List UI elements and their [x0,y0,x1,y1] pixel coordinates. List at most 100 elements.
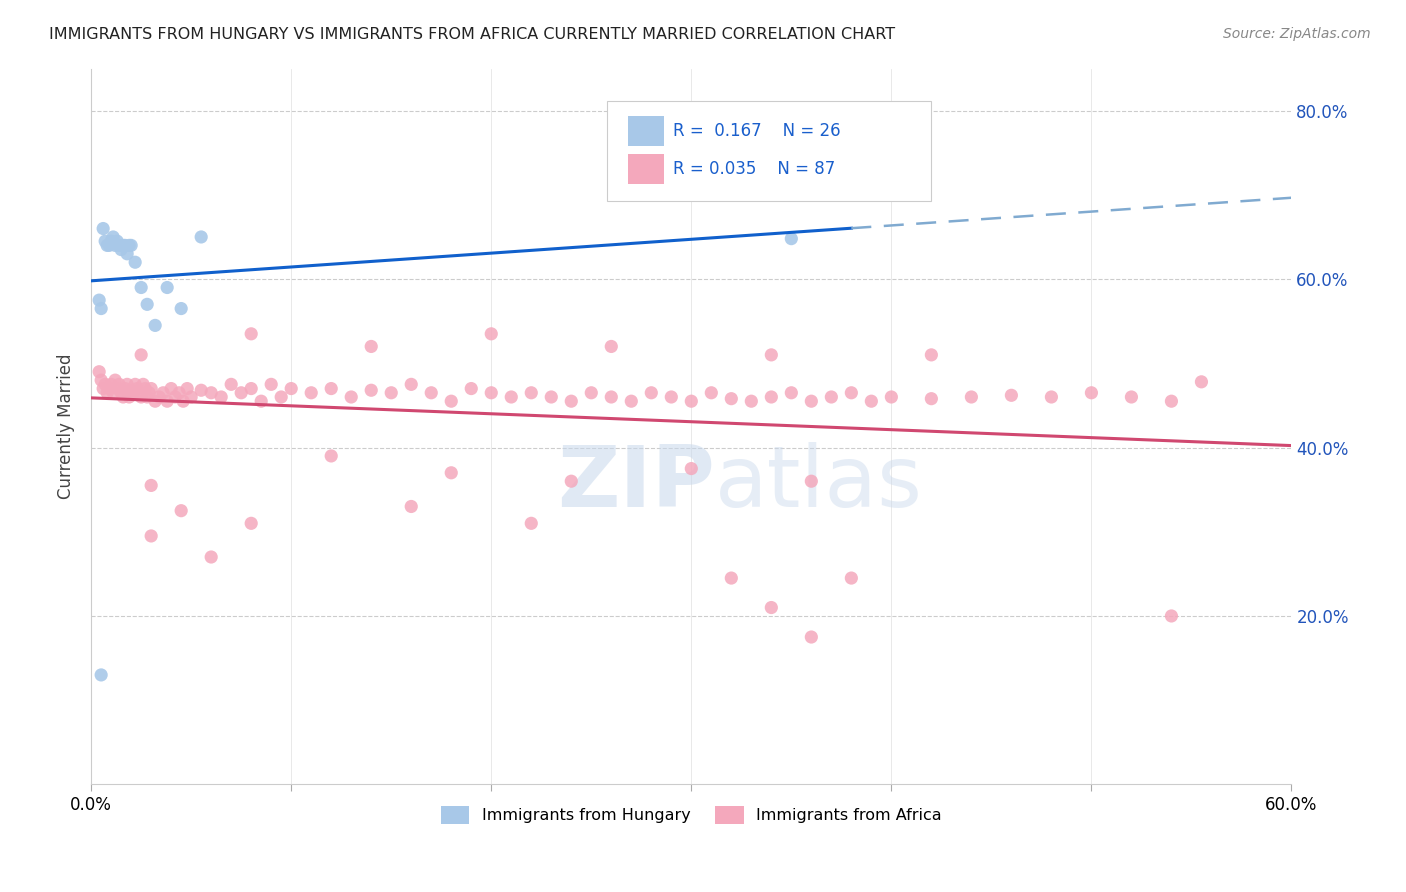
Point [299,385,322,400]
Point [127,382,149,396]
Point [89,293,111,307]
Point [114,238,136,252]
Point [380,385,402,400]
Point [640,385,662,400]
Point [780,232,803,246]
Point [124,377,146,392]
Point [800,630,823,644]
Point [620,394,643,409]
Point [200,385,222,400]
Point [118,390,141,404]
Point [260,377,283,392]
Point [122,385,145,400]
Point [190,384,212,398]
Point [1121,390,1143,404]
Point [112,390,135,404]
Point [479,385,502,400]
Point [841,385,863,400]
Point [600,390,623,404]
Point [820,390,842,404]
Point [141,478,163,492]
Point [399,377,422,392]
Point [115,247,138,261]
Point [231,385,253,400]
Point [560,474,582,488]
Point [960,390,983,404]
Point [96,385,118,400]
Point [1040,390,1063,404]
Point [98,382,121,396]
Point [114,382,136,396]
Point [120,238,142,252]
Point [91,382,114,396]
Point [880,390,903,404]
Point [720,571,742,585]
Point [90,301,112,316]
Point [96,238,118,252]
Point [105,234,128,248]
Point [440,466,463,480]
Legend: Immigrants from Hungary, Immigrants from Africa: Immigrants from Hungary, Immigrants from… [434,800,949,830]
Point [143,318,166,333]
Point [761,348,783,362]
Text: IMMIGRANTS FROM HUNGARY VS IMMIGRANTS FROM AFRICA CURRENTLY MARRIED CORRELATION : IMMIGRANTS FROM HUNGARY VS IMMIGRANTS FR… [49,27,896,42]
Point [581,385,603,400]
Point [156,280,179,294]
Point [720,392,742,406]
Point [108,238,131,252]
Point [170,504,193,518]
Point [129,390,152,404]
Point [270,390,292,404]
Point [520,385,543,400]
Text: Source: ZipAtlas.com: Source: ZipAtlas.com [1223,27,1371,41]
Point [860,394,883,409]
Point [520,516,543,531]
Point [681,461,703,475]
Point [128,385,150,400]
FancyBboxPatch shape [607,101,931,201]
Point [399,500,422,514]
Point [89,365,111,379]
Text: R = 0.035    N = 87: R = 0.035 N = 87 [673,161,835,178]
Point [540,390,562,404]
Point [101,385,124,400]
Point [165,390,187,404]
Point [600,339,623,353]
Point [479,326,502,341]
Point [172,394,194,409]
Point [740,394,762,409]
Point [920,392,942,406]
Point [141,382,163,396]
Point [143,394,166,409]
Point [160,382,183,396]
Point [108,377,131,392]
Point [176,382,198,396]
Point [100,234,122,248]
Point [420,385,443,400]
Point [1000,388,1022,402]
Point [780,385,803,400]
Point [129,280,152,294]
Point [138,385,160,400]
Bar [627,116,664,145]
Point [90,373,112,387]
Point [681,394,703,409]
Point [761,390,783,404]
Point [98,238,121,252]
Point [841,571,863,585]
Point [134,382,156,396]
Point [440,394,463,409]
Point [1191,375,1213,389]
Point [209,390,232,404]
Point [800,474,823,488]
Point [250,394,273,409]
Text: R =  0.167    N = 26: R = 0.167 N = 26 [673,122,841,140]
Point [280,382,302,396]
Point [90,668,112,682]
Point [148,390,170,404]
Point [91,221,114,235]
Point [105,382,128,396]
Point [136,390,159,404]
Point [129,348,152,362]
Point [141,529,163,543]
